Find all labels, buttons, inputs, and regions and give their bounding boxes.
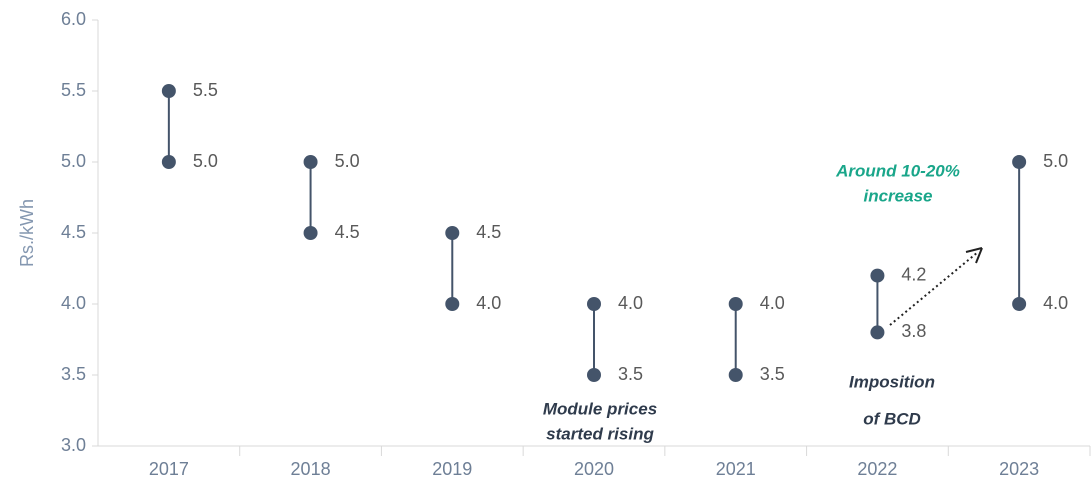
value-label: 3.8 [901, 321, 926, 341]
range-point [161, 155, 176, 169]
x-tick-label: 2022 [857, 459, 897, 479]
x-tick-label: 2019 [432, 459, 472, 479]
range-point [303, 155, 318, 169]
x-tick-label: 2021 [716, 459, 756, 479]
y-tick-label: 3.5 [61, 364, 86, 384]
value-label: 4.2 [901, 264, 926, 284]
y-axis-label: Rs./kWh [17, 199, 37, 267]
x-tick-label: 2018 [291, 459, 331, 479]
y-tick-label: 5.5 [61, 80, 86, 100]
annotation: Imposition [849, 372, 935, 391]
range-point [303, 226, 318, 240]
arrow [889, 251, 979, 326]
annotation: Module prices [543, 399, 657, 418]
value-label: 5.0 [193, 151, 218, 171]
range-point [587, 368, 601, 382]
range-point [161, 84, 176, 98]
arrow-head [965, 247, 983, 264]
value-label: 5.0 [335, 151, 360, 171]
annotation: increase [864, 186, 933, 205]
range-point [445, 297, 460, 311]
value-label: 3.5 [760, 364, 785, 384]
value-label: 5.0 [1043, 151, 1068, 171]
y-tick-label: 3.0 [61, 435, 86, 455]
range-point [587, 297, 601, 311]
value-label: 4.0 [618, 293, 643, 313]
x-tick-label: 2017 [149, 459, 189, 479]
value-label: 4.5 [476, 222, 501, 242]
value-label: 4.0 [760, 293, 785, 313]
annotation: of BCD [863, 409, 921, 428]
value-label: 4.0 [476, 293, 501, 313]
range-point [1012, 297, 1027, 311]
range-point [445, 226, 460, 240]
x-tick-label: 2020 [574, 459, 614, 479]
annotation: started rising [546, 424, 654, 443]
y-tick-label: 4.0 [61, 293, 86, 313]
range-point [1012, 155, 1027, 169]
annotation: Around 10-20% [835, 161, 960, 180]
x-tick-label: 2023 [999, 459, 1039, 479]
range-point [728, 297, 743, 311]
y-tick-label: 6.0 [61, 9, 86, 29]
value-label: 4.5 [335, 222, 360, 242]
value-label: 4.0 [1043, 293, 1068, 313]
value-label: 3.5 [618, 364, 643, 384]
value-label: 5.5 [193, 80, 218, 100]
range-point [870, 268, 885, 283]
range-point [870, 325, 885, 340]
y-tick-label: 4.5 [61, 222, 86, 242]
range-point [728, 368, 743, 382]
y-tick-label: 5.0 [61, 151, 86, 171]
